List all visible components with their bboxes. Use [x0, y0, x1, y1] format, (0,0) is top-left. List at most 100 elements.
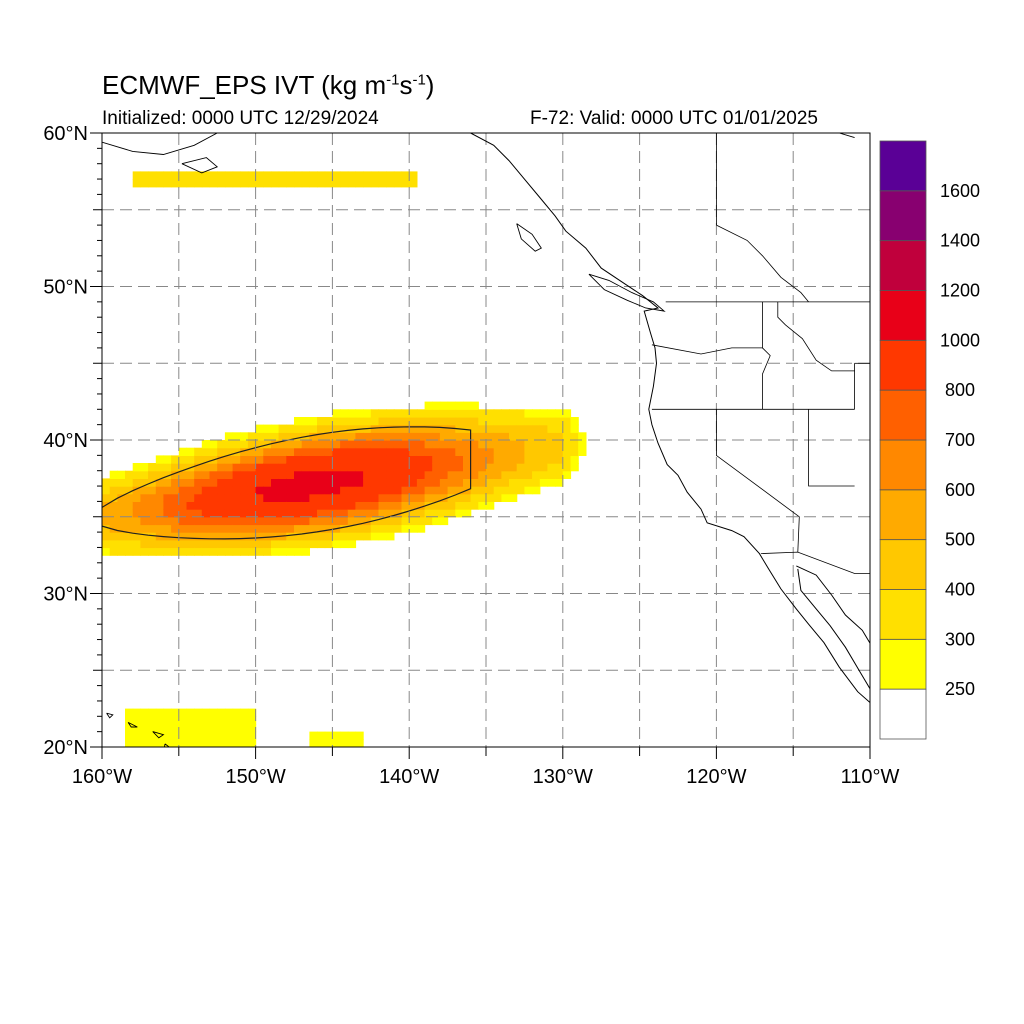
ivt-cell — [470, 455, 479, 464]
ivt-cell — [309, 532, 318, 541]
ivt-cell — [324, 470, 333, 479]
ivt-cell — [386, 532, 395, 541]
ivt-cell — [171, 708, 180, 717]
ivt-cell — [301, 501, 310, 510]
ivt-cell — [294, 547, 303, 556]
ivt-cell — [378, 478, 387, 487]
ivt-cell — [401, 478, 410, 487]
ivt-cell — [378, 524, 387, 533]
ivt-cell — [294, 179, 303, 188]
ivt-cell — [255, 516, 264, 526]
ivt-cell — [370, 493, 380, 502]
ivt-cell — [217, 509, 226, 518]
ivt-cell — [447, 447, 456, 456]
ivt-cell — [532, 424, 541, 433]
ivt-cell — [301, 516, 310, 526]
ivt-cell — [332, 463, 341, 472]
ivt-cell — [232, 516, 241, 526]
ivt-cell — [286, 440, 295, 449]
ivt-cell — [209, 179, 218, 188]
ivt-cell — [539, 409, 549, 418]
ivt-cell — [217, 524, 226, 533]
ivt-cell — [217, 470, 226, 479]
ivt-cell — [232, 716, 241, 725]
ivt-cell — [247, 739, 257, 747]
ivt-cell — [109, 547, 118, 556]
ivt-cell — [340, 532, 349, 541]
ivt-cell — [155, 716, 165, 725]
ivt-cell — [478, 432, 487, 441]
ivt-cell — [309, 417, 318, 426]
ivt-cell — [201, 455, 211, 464]
ivt-cell — [447, 440, 456, 449]
ivt-cell — [271, 501, 280, 510]
ivt-cell — [232, 731, 241, 740]
ivt-cell — [486, 470, 495, 479]
ivt-cell — [247, 493, 257, 502]
colorbar-label: 1000 — [940, 330, 980, 350]
ivt-cell — [340, 179, 349, 188]
ivt-cell — [363, 417, 372, 426]
ivt-cell — [240, 532, 249, 541]
ivt-cell — [378, 432, 387, 441]
ivt-cell — [171, 509, 180, 518]
ivt-cell — [263, 447, 272, 456]
ivt-cell — [132, 509, 141, 518]
ivt-cell — [478, 424, 487, 433]
ivt-cell — [186, 516, 195, 526]
ivt-cell — [240, 470, 249, 479]
ivt-cell — [194, 516, 203, 526]
ivt-cell — [240, 478, 249, 487]
ivt-cell — [463, 493, 472, 502]
valid-time-subtitle: F-72: Valid: 0000 UTC 01/01/2025 — [530, 108, 818, 129]
ivt-cell — [232, 524, 241, 533]
ivt-cell — [255, 478, 264, 487]
ivt-cell — [125, 547, 134, 556]
ivt-cell — [324, 501, 333, 510]
ivt-cell — [201, 478, 211, 487]
ivt-cell — [509, 432, 518, 441]
ivt-cell — [247, 478, 257, 487]
ivt-cell — [263, 516, 272, 526]
ivt-cell — [201, 516, 211, 526]
ivt-cell — [224, 179, 234, 188]
ivt-cell — [163, 455, 172, 464]
ivt-cell — [470, 424, 479, 433]
ivt-cell — [355, 463, 364, 472]
ivt-cell — [255, 539, 264, 549]
ivt-cell — [247, 470, 257, 479]
ivt-cell — [140, 516, 149, 526]
ivt-cell — [416, 493, 426, 502]
ivt-cell — [416, 524, 426, 533]
ivt-cell — [140, 731, 149, 740]
ivt-cell — [363, 447, 372, 456]
ivt-cell — [155, 478, 165, 487]
ivt-cell — [117, 539, 126, 549]
ivt-cell — [393, 478, 403, 487]
ivt-cell — [140, 539, 149, 549]
ivt-cell — [393, 509, 403, 518]
ivt-cell — [148, 516, 157, 526]
ivt-cell — [363, 179, 372, 188]
lat-tick-label: 40°N — [43, 430, 88, 452]
ivt-cell — [424, 470, 433, 479]
ivt-cell — [178, 463, 188, 472]
ivt-cell — [363, 409, 372, 418]
ivt-cell — [201, 470, 211, 479]
ivt-cell — [370, 424, 380, 433]
ivt-cell — [347, 432, 357, 441]
ivt-cell — [178, 478, 188, 487]
ivt-cell — [393, 424, 403, 433]
ivt-cell — [532, 409, 541, 418]
ivt-cell — [401, 432, 410, 441]
ivt-cell — [363, 486, 372, 495]
colorbar-label: 500 — [945, 530, 975, 550]
ivt-cell — [117, 509, 126, 518]
ivt-cell — [125, 524, 134, 533]
ivt-cell — [439, 470, 449, 479]
ivt-cell — [317, 532, 326, 541]
ivt-cell — [224, 478, 234, 487]
ivt-cell — [201, 524, 211, 533]
colorbar-swatch — [879, 489, 927, 540]
ivt-cell — [155, 179, 165, 188]
